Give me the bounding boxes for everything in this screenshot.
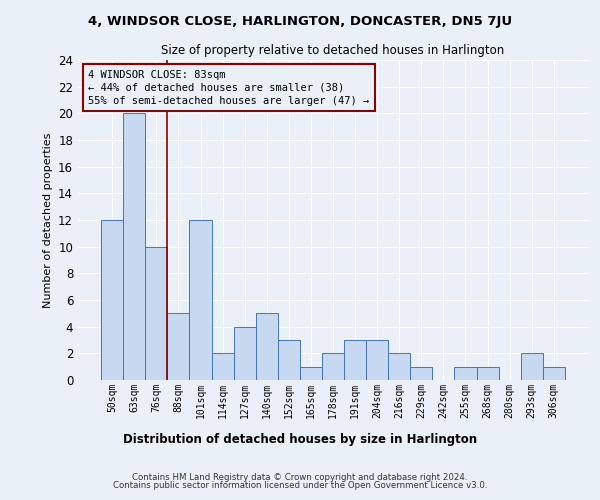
Bar [388,354,410,380]
Bar [212,354,233,380]
Bar [300,366,322,380]
Bar [233,326,256,380]
Bar [101,220,123,380]
Bar [190,220,212,380]
Bar [366,340,388,380]
Text: Distribution of detached houses by size in Harlington: Distribution of detached houses by size … [123,432,477,446]
Bar [278,340,300,380]
Bar [454,366,476,380]
Bar [167,314,190,380]
Y-axis label: Number of detached properties: Number of detached properties [43,132,53,308]
Bar [322,354,344,380]
Text: 4 WINDSOR CLOSE: 83sqm
← 44% of detached houses are smaller (38)
55% of semi-det: 4 WINDSOR CLOSE: 83sqm ← 44% of detached… [88,70,370,106]
Text: Contains HM Land Registry data © Crown copyright and database right 2024.: Contains HM Land Registry data © Crown c… [132,472,468,482]
Bar [476,366,499,380]
Text: Contains public sector information licensed under the Open Government Licence v3: Contains public sector information licen… [113,481,487,490]
Bar [521,354,543,380]
Title: Size of property relative to detached houses in Harlington: Size of property relative to detached ho… [161,44,505,58]
Bar [410,366,433,380]
Text: 4, WINDSOR CLOSE, HARLINGTON, DONCASTER, DN5 7JU: 4, WINDSOR CLOSE, HARLINGTON, DONCASTER,… [88,15,512,28]
Bar [123,114,145,380]
Bar [145,246,167,380]
Bar [543,366,565,380]
Bar [344,340,366,380]
Bar [256,314,278,380]
